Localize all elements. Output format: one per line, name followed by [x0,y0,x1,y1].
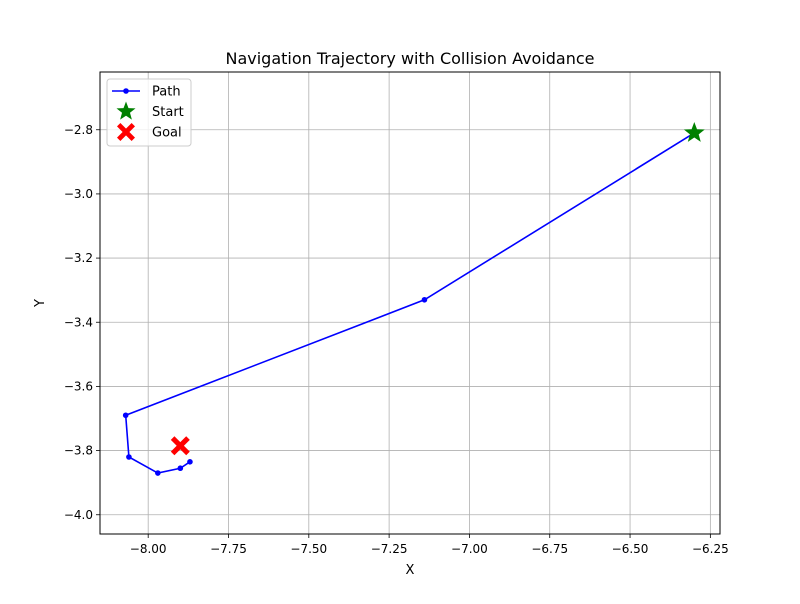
path-point [155,470,161,476]
y-axis-label: Y [33,299,48,308]
x-tick-label: −7.75 [210,542,247,556]
x-tick-label: −7.00 [451,542,488,556]
path-point [126,454,132,460]
x-axis-label: X [406,563,415,578]
x-tick-label: −7.50 [290,542,327,556]
path-point [421,296,428,303]
path-point [177,465,184,472]
path-point [122,412,129,419]
x-tick-label: −6.75 [531,542,568,556]
legend: Path Start Goal [106,78,192,147]
legend-goal-swatch [117,123,135,141]
y-tick-label: −4.0 [64,508,93,522]
legend-path-point [123,88,129,94]
legend-start-swatch [116,101,136,120]
legend-label: Goal [152,126,182,141]
path-series-line [124,132,695,474]
legend-label: Path [152,85,181,100]
y-tick-label: −3.6 [64,379,93,393]
chart-title: Navigation Trajectory with Collision Avo… [225,49,594,68]
path-point [187,459,193,465]
start-marker [683,121,705,142]
grid-lines [100,72,720,534]
goal-marker [170,436,190,456]
axis-ticks: −8.00 −7.75 −7.50 −7.25 −7.00 −6.75 −6.50 −6.25… [64,123,729,556]
plot-data [122,121,705,476]
y-tick-label: −3.0 [64,187,93,201]
y-tick-label: −3.8 [64,444,93,458]
x-tick-label: −8.00 [130,542,167,556]
x-tick-label: −6.25 [692,542,729,556]
legend-label: Start [152,105,184,120]
plot-area-frame [99,71,721,535]
y-tick-label: −3.4 [64,315,93,329]
y-tick-label: −2.8 [64,123,93,137]
y-tick-label: −3.2 [64,251,93,265]
x-tick-label: −7.25 [371,542,408,556]
x-tick-label: −6.50 [612,542,649,556]
